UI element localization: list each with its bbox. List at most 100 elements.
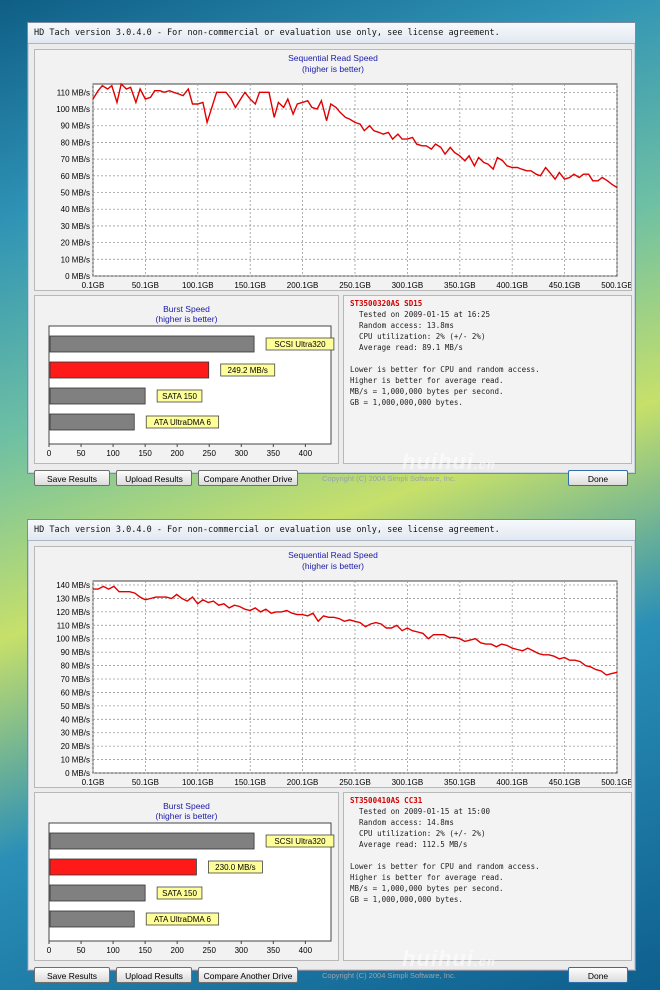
info-text: ST3500320AS SD15 Tested on 2009-01-15 at… (350, 298, 540, 408)
burst-bar (49, 413, 135, 431)
y-tick-label: 130 MB/s (56, 594, 90, 603)
y-tick-label: 10 MB/s (61, 756, 90, 765)
x-tick-label: 150.1GB (234, 778, 266, 787)
y-tick-label: 100 MB/s (56, 635, 90, 644)
y-tick-label: 50 MB/s (61, 189, 90, 198)
x-tick-label: 50.1GB (132, 778, 159, 787)
burst-label-box (265, 337, 335, 351)
y-tick-label: 40 MB/s (61, 715, 90, 724)
x-tick-label: 150 (138, 449, 152, 458)
x-tick-label: 0 (47, 449, 52, 458)
x-tick-label: 50 (77, 946, 86, 955)
watermark-text: huihui (402, 449, 474, 474)
x-tick-label: 350.1GB (444, 281, 476, 290)
series-line (93, 585, 618, 676)
x-tick-label: 100.1GB (182, 281, 214, 290)
burst-label: SCSI Ultra320 (274, 340, 326, 349)
drive-info-panel: ST3500320AS SD15 Tested on 2009-01-15 at… (343, 295, 632, 464)
y-tick-label: 80 MB/s (61, 662, 90, 671)
x-tick-label: 200 (171, 449, 185, 458)
y-tick-label: 30 MB/s (61, 222, 90, 231)
burst-bar (49, 910, 135, 928)
x-tick-label: 250.1GB (339, 778, 371, 787)
copyright: Copyright (C) 2004 Simpli Software, Inc. (322, 474, 456, 483)
x-tick-label: 400 (299, 449, 313, 458)
compare-another-drive-button[interactable]: Compare Another Drive (198, 967, 298, 983)
hdtach-window-1: HD Tach version 3.0.4.0 - For non-commer… (27, 22, 636, 486)
x-tick-label: 250.1GB (339, 281, 371, 290)
watermark-suffix: cn (478, 457, 496, 472)
burst-bar (49, 884, 146, 902)
y-tick-label: 30 MB/s (61, 729, 90, 738)
y-tick-label: 40 MB/s (61, 205, 90, 214)
y-tick-label: 90 MB/s (61, 122, 90, 131)
sequential-read-chart: Sequential Read Speed (higher is better)… (34, 49, 632, 291)
upload-results-button[interactable]: Upload Results (116, 967, 192, 983)
done-button[interactable]: Done (568, 470, 628, 486)
note-line: Lower is better for CPU and random acces… (350, 365, 540, 374)
x-tick-label: 200 (171, 946, 185, 955)
window-title: HD Tach version 3.0.4.0 - For non-commer… (28, 520, 635, 541)
tested-on: Tested on 2009-01-15 at 15:00 (359, 807, 490, 816)
drive-name: ST3500410AS CC31 (350, 796, 423, 805)
x-tick-label: 300.1GB (392, 778, 424, 787)
x-tick-label: 150 (138, 946, 152, 955)
note-line: GB = 1,000,000,000 bytes. (350, 398, 463, 407)
save-results-button[interactable]: Save Results (34, 967, 110, 983)
chart-title: Sequential Read Speed (288, 550, 378, 560)
watermark-text: huihui (402, 946, 474, 971)
burst-bar (49, 335, 255, 353)
upload-results-button[interactable]: Upload Results (116, 470, 192, 486)
x-tick-label: 300 (235, 449, 249, 458)
y-tick-label: 90 MB/s (61, 648, 90, 657)
random-access: Random access: 14.8ms (359, 818, 454, 827)
note-line: MB/s = 1,000,000 bytes per second. (350, 884, 504, 893)
burst-label: SATA 150 (162, 392, 197, 401)
burst-speed-chart: Burst Speed (higher is better) 0 50 100 150… (34, 792, 339, 961)
x-tick-label: 450.1GB (549, 778, 581, 787)
y-tick-label: 60 MB/s (61, 688, 90, 697)
note-line: Lower is better for CPU and random acces… (350, 862, 540, 871)
x-tick-label: 0.1GB (82, 778, 105, 787)
y-tick-label: 80 MB/s (61, 138, 90, 147)
save-results-button[interactable]: Save Results (34, 470, 110, 486)
y-tick-label: 0 MB/s (65, 769, 90, 778)
note-line: Higher is better for average read. (350, 873, 504, 882)
x-tick-label: 300.1GB (392, 281, 424, 290)
series-line (92, 82, 618, 189)
average-read: Average read: 112.5 MB/s (359, 840, 468, 849)
hdtach-window-2: HD Tach version 3.0.4.0 - For non-commer… (27, 519, 636, 983)
x-tick-label: 300 (235, 946, 249, 955)
burst-label: ATA UltraDMA 6 (154, 418, 212, 427)
burst-bar (49, 832, 255, 850)
x-tick-label: 400.1GB (496, 778, 528, 787)
y-tick-label: 20 MB/s (61, 239, 90, 248)
tested-on: Tested on 2009-01-15 at 16:25 (359, 310, 490, 319)
burst-speed-chart: Burst Speed (higher is better) 0 50 100 150… (34, 295, 339, 464)
burst-label-box (145, 912, 220, 926)
burst-label-box (145, 415, 220, 429)
burst-bar (49, 858, 197, 876)
burst-label: SATA 150 (162, 889, 197, 898)
compare-another-drive-button[interactable]: Compare Another Drive (198, 470, 298, 486)
burst-subtitle: (higher is better) (155, 811, 218, 821)
cpu-utilization: CPU utilization: 2% (+/- 2%) (359, 332, 486, 341)
x-tick-label: 250 (203, 946, 217, 955)
y-tick-label: 50 MB/s (61, 702, 90, 711)
y-tick-label: 120 MB/s (56, 608, 90, 617)
x-tick-label: 50 (77, 449, 86, 458)
y-tick-label: 70 MB/s (61, 155, 90, 164)
chart-subtitle: (higher is better) (302, 561, 364, 571)
y-tick-label: 20 MB/s (61, 742, 90, 751)
note-line: GB = 1,000,000,000 bytes. (350, 895, 463, 904)
note-line: MB/s = 1,000,000 bytes per second. (350, 387, 504, 396)
y-tick-label: 10 MB/s (61, 255, 90, 264)
chart-subtitle: (higher is better) (302, 64, 364, 74)
done-button[interactable]: Done (568, 967, 628, 983)
x-tick-label: 500.1GB (601, 778, 631, 787)
y-tick-label: 60 MB/s (61, 172, 90, 181)
average-read: Average read: 89.1 MB/s (359, 343, 463, 352)
y-tick-label: 70 MB/s (61, 675, 90, 684)
x-tick-label: 100.1GB (182, 778, 214, 787)
x-tick-label: 400.1GB (496, 281, 528, 290)
